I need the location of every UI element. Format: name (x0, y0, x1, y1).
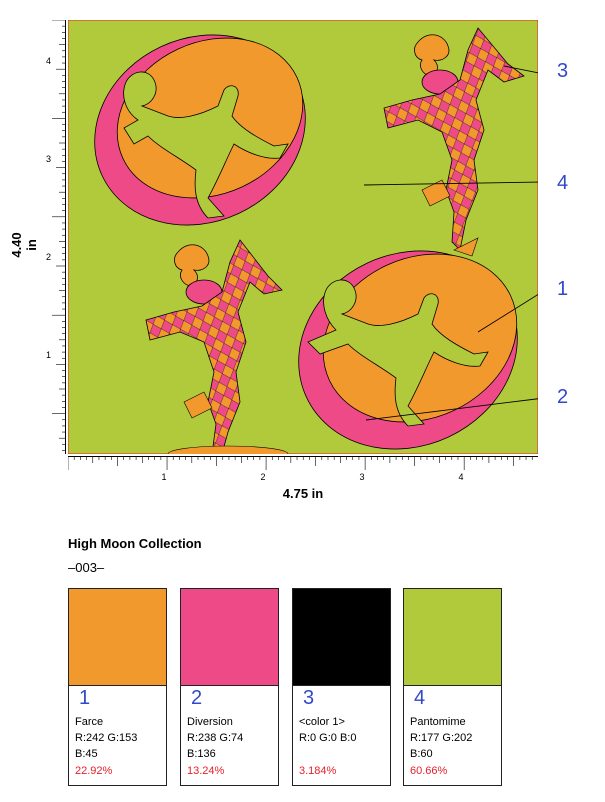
swatch-name: Diversion (187, 716, 233, 728)
swatch-name: <color 1> (299, 716, 345, 728)
vertical-ruler-label: 4 (46, 56, 51, 66)
vertical-ruler: 4 3 2 1 (40, 20, 66, 454)
color-swatch-card: 1 Farce R:242 G:153 B:45 22.92% (68, 588, 167, 786)
swatch-percent: 60.66% (410, 765, 448, 777)
color-swatch-card: 2 Diversion R:238 G:74 B:136 13.24% (180, 588, 279, 786)
horizontal-ruler-label: 2 (260, 472, 265, 482)
swatch-color-fill (404, 589, 501, 686)
swatch-percent: 13.24% (187, 765, 225, 777)
swatch-rgb: R:242 G:153 (75, 732, 138, 744)
swatch-color-fill (293, 589, 390, 686)
collection-number: –003– (68, 560, 105, 575)
color-swatch-card: 3 <color 1> R:0 G:0 B:0 3.184% (292, 588, 391, 786)
horizontal-ruler: 1 2 3 4 (68, 456, 538, 482)
width-dimension-label: 4.75 in (282, 486, 324, 501)
vertical-ruler-label: 3 (46, 154, 51, 164)
swatch-name: Pantomime (410, 716, 466, 728)
vertical-ruler-label: 2 (46, 252, 51, 262)
swatch-percent: 22.92% (75, 765, 113, 777)
swatch-number: 1 (79, 687, 91, 709)
horizontal-ruler-label: 4 (458, 472, 463, 482)
callout-line-3 (503, 65, 538, 74)
swatch-rgb: B:45 (75, 748, 98, 760)
swatch-number: 4 (414, 687, 426, 709)
collection-title: High Moon Collection (68, 536, 202, 551)
swatch-color-fill (181, 589, 278, 686)
callout-line-2 (365, 398, 538, 421)
callout-number: 1 (557, 278, 569, 300)
horizontal-ruler-label: 3 (359, 472, 364, 482)
vertical-ruler-label: 1 (46, 350, 51, 360)
callout-number: 3 (557, 60, 569, 82)
callout-line-1 (477, 293, 538, 333)
callout-number: 4 (557, 172, 569, 194)
height-dimension-label: 4.40 in (9, 232, 39, 258)
swatch-rgb: R:0 G:0 B:0 (299, 732, 357, 744)
swatch-rgb: R:177 G:202 (410, 732, 473, 744)
horizontal-ruler-label: 1 (161, 472, 166, 482)
swatch-number: 2 (191, 687, 203, 709)
vertical-ruler-ticks (52, 20, 66, 451)
callout-line-4 (363, 181, 538, 186)
harlequin-figure (383, 27, 525, 257)
swatch-name: Farce (75, 716, 104, 728)
swatch-color-fill (69, 589, 166, 686)
moon-motif (94, 34, 306, 226)
callout-number: 2 (557, 386, 569, 408)
horizontal-ruler-bg (68, 456, 538, 482)
pattern-artwork (68, 20, 538, 454)
horizontal-ruler-ticks (68, 456, 533, 470)
swatch-rgb: B:60 (410, 748, 433, 760)
harlequin-figure (145, 239, 289, 454)
color-swatch-card: 4 Pantomime R:177 G:202 B:60 60.66% (403, 588, 502, 786)
vertical-ruler-bg (40, 20, 66, 454)
swatch-rgb: B:136 (187, 748, 216, 760)
swatch-rgb: R:238 G:74 (187, 732, 244, 744)
moon-motif (298, 250, 518, 450)
swatch-percent: 3.184% (299, 765, 337, 777)
swatch-number: 3 (303, 687, 315, 709)
